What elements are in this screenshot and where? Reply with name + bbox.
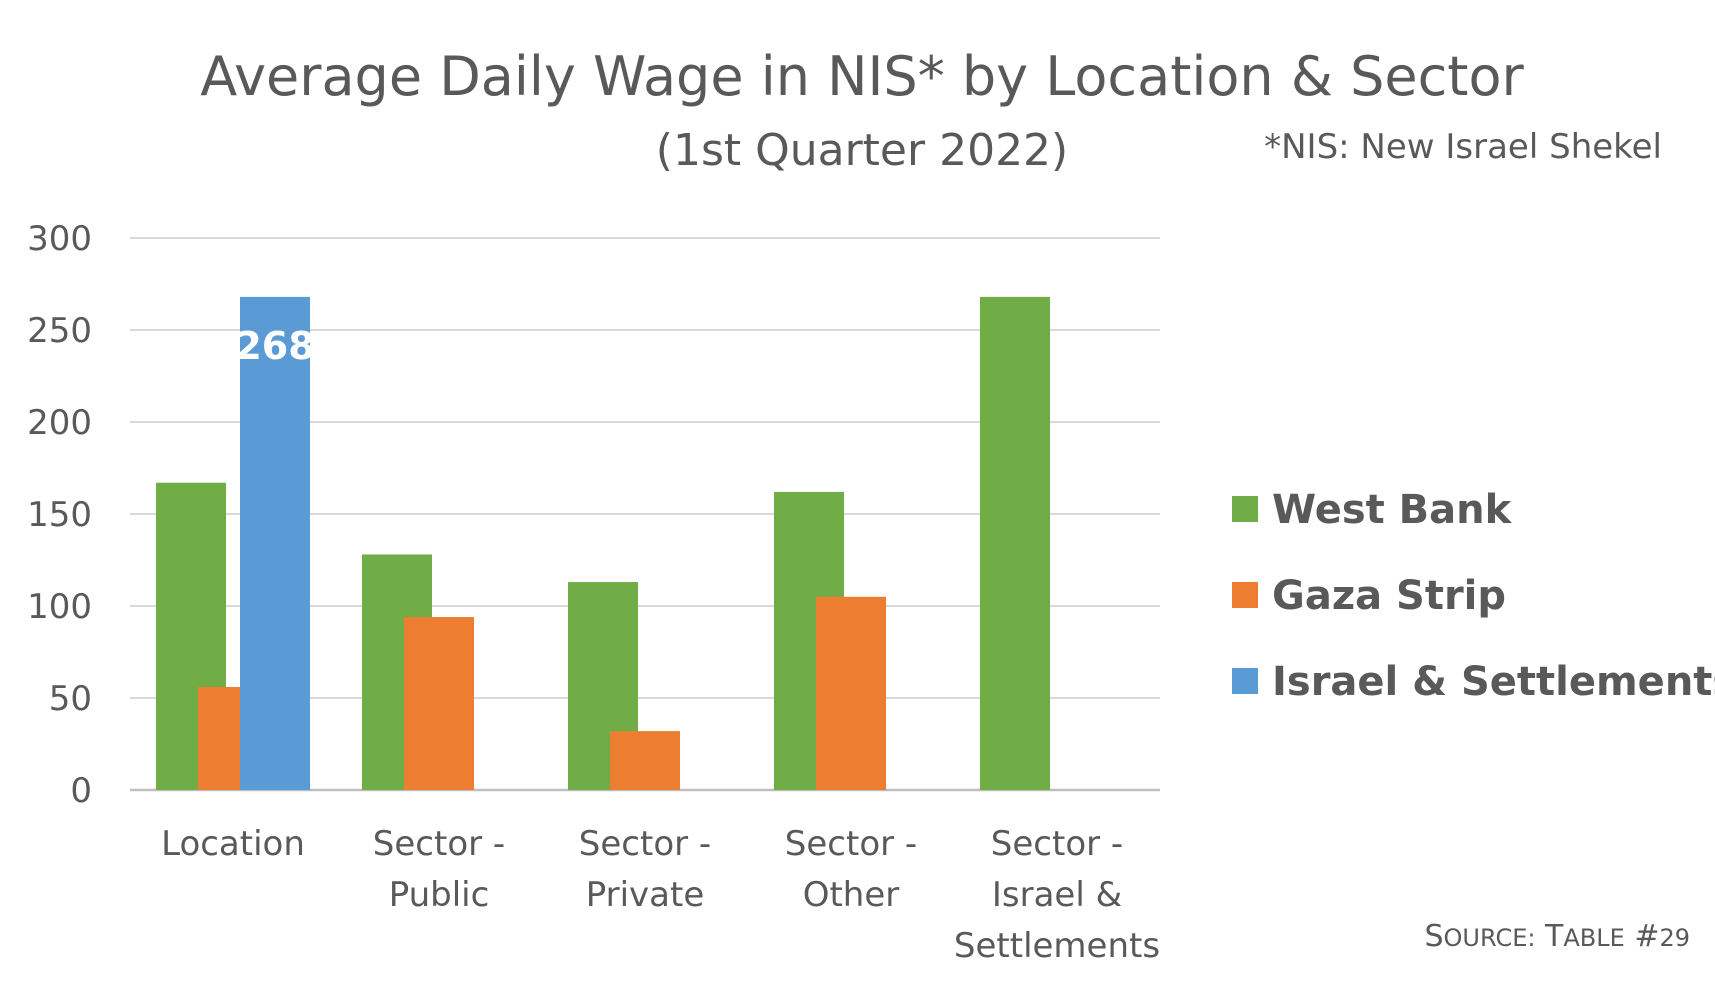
source-rest: ABLE	[1563, 924, 1624, 952]
source-initial: S	[1424, 919, 1443, 954]
y-axis: 0 50 100 150 200 250 300	[27, 219, 92, 811]
chart-title: Average Daily Wage in NIS* by Location &…	[200, 45, 1524, 108]
legend-label: Gaza Strip	[1272, 573, 1506, 619]
source-initial: T	[1544, 919, 1564, 954]
x-tick-label: Location	[161, 824, 305, 864]
legend-label: Israel & Settlements	[1272, 659, 1715, 705]
legend-swatch	[1232, 582, 1258, 608]
bars	[156, 296, 1050, 790]
bar	[404, 617, 474, 790]
y-tick-label: 250	[27, 311, 92, 351]
legend: West Bank Gaza Strip Israel & Settlements	[1232, 487, 1715, 705]
x-axis: Location Sector - Public Sector - Private Sec…	[161, 824, 1160, 966]
x-tick-label: Sector -	[785, 824, 917, 864]
x-tick-label: Israel &	[992, 875, 1122, 915]
y-tick-label: 150	[27, 495, 92, 535]
source-rest: 29	[1659, 924, 1690, 952]
chart-subtitle: (1st Quarter 2022)	[656, 125, 1068, 176]
data-labels: 268	[235, 324, 314, 368]
x-tick-label: Private	[586, 875, 705, 915]
source-rest: OURCE:	[1444, 924, 1536, 952]
bar	[240, 296, 310, 790]
chart-source: SOURCE: TABLE #29	[1424, 919, 1690, 954]
legend-label: West Bank	[1272, 487, 1513, 533]
x-tick-label: Other	[803, 875, 900, 915]
y-tick-label: 0	[70, 771, 92, 811]
legend-swatch	[1232, 668, 1258, 694]
x-tick-label: Settlements	[954, 926, 1160, 966]
y-tick-label: 200	[27, 403, 92, 443]
y-tick-label: 50	[49, 679, 92, 719]
x-tick-label: Sector -	[373, 824, 505, 864]
y-tick-label: 100	[27, 587, 92, 627]
source-space	[1535, 919, 1545, 954]
x-tick-label: Sector -	[991, 824, 1123, 864]
x-tick-label: Public	[389, 875, 490, 915]
chart-footnote: *NIS: New Israel Shekel	[1264, 127, 1662, 167]
y-tick-label: 300	[27, 219, 92, 259]
source-space	[1625, 919, 1635, 954]
legend-swatch	[1232, 496, 1258, 522]
bar	[610, 731, 680, 790]
bar	[816, 596, 886, 790]
bar	[980, 296, 1050, 790]
source-initial: #	[1634, 919, 1659, 954]
data-label: 268	[235, 324, 314, 368]
x-tick-label: Sector -	[579, 824, 711, 864]
